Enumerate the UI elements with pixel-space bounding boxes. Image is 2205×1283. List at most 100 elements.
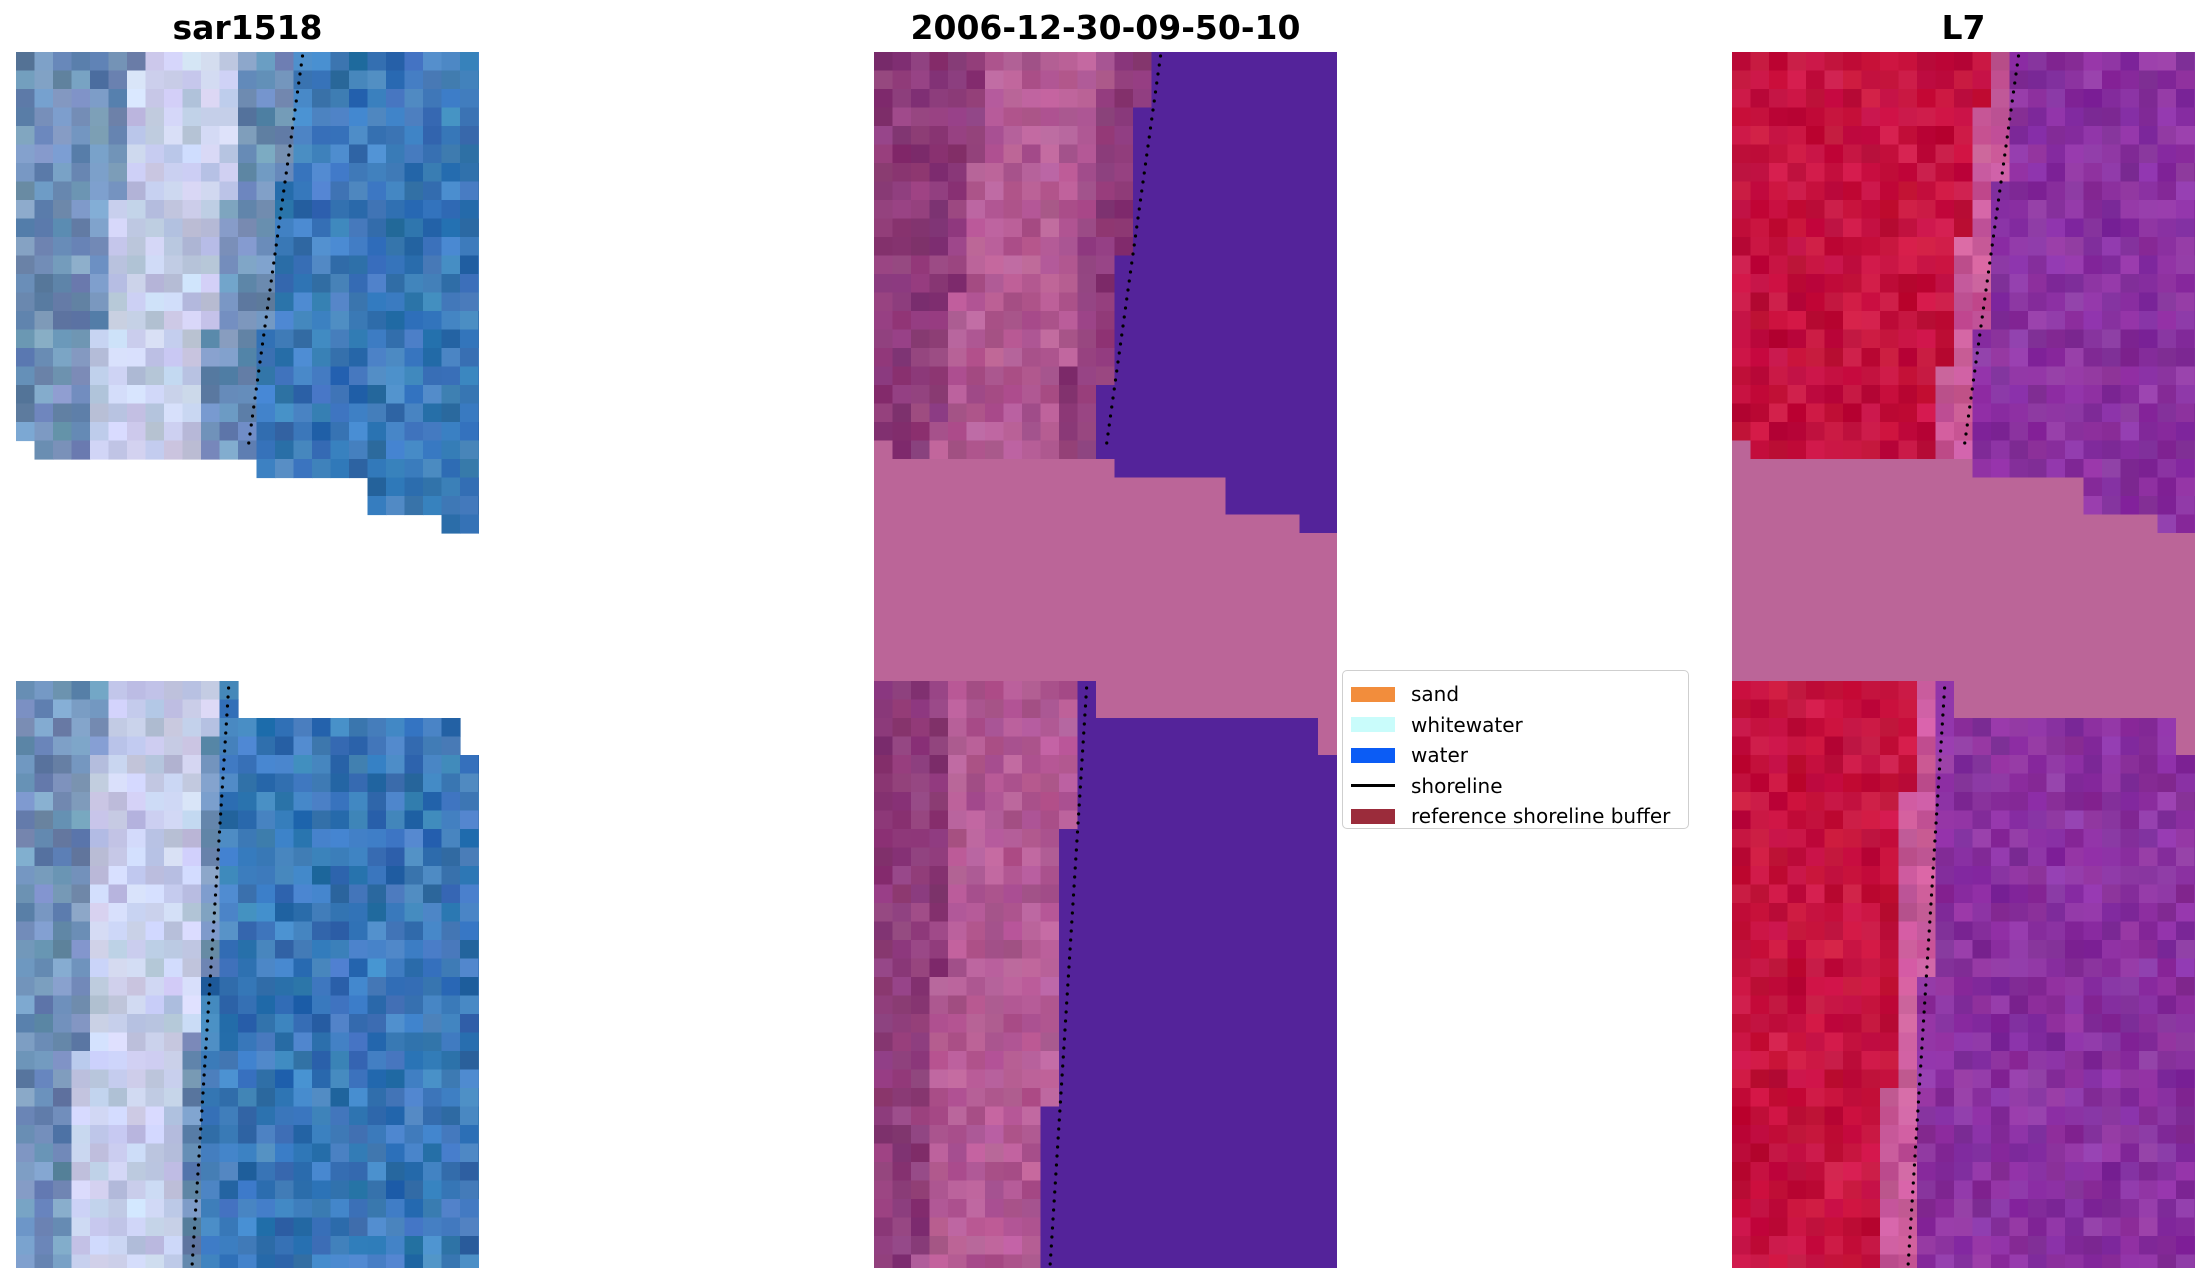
pixel (2120, 181, 2140, 201)
pixel (145, 995, 165, 1015)
pixel (34, 144, 54, 164)
pixel (293, 884, 313, 904)
pixel (275, 1088, 295, 1108)
pixel (1207, 921, 1227, 941)
pixel (1207, 533, 1227, 553)
pixel (892, 200, 912, 220)
pixel (145, 792, 165, 812)
pixel (2065, 237, 2085, 257)
pixel (1022, 144, 1042, 164)
pixel (219, 1217, 239, 1237)
pixel (1806, 200, 1826, 220)
pixel (2176, 292, 2195, 312)
pixel (1281, 1199, 1301, 1219)
pixel (1991, 385, 2011, 405)
pixel (1207, 662, 1227, 682)
pixel (874, 625, 894, 645)
pixel (238, 1162, 258, 1182)
pixel (911, 903, 931, 923)
pixel (1059, 1162, 1079, 1182)
pixel (1880, 736, 1900, 756)
pixel (386, 311, 406, 331)
pixel (2028, 144, 2048, 164)
pixel (1077, 551, 1097, 571)
pixel (1207, 940, 1227, 960)
pixel (441, 810, 461, 830)
pixel (16, 921, 36, 941)
pixel (1787, 1180, 1807, 1200)
pixel (1972, 144, 1992, 164)
pixel (1188, 1032, 1208, 1052)
pixel (293, 126, 313, 146)
pixel (1022, 847, 1042, 867)
pixel (386, 977, 406, 997)
pixel (219, 89, 239, 109)
pixel (1750, 366, 1770, 386)
pixel (1991, 644, 2011, 664)
pixel (1954, 773, 1974, 793)
pixel (1861, 1014, 1881, 1034)
pixel (330, 1199, 350, 1219)
pixel (2120, 977, 2140, 997)
pixel (1040, 200, 1060, 220)
pixel (108, 181, 128, 201)
pixel (1262, 1088, 1282, 1108)
pixel (1954, 810, 1974, 830)
pixel (1040, 144, 1060, 164)
pixel (1954, 126, 1974, 146)
pixel (2194, 533, 2195, 553)
pixel (256, 200, 276, 220)
pixel (2046, 440, 2066, 460)
pixel (1244, 52, 1264, 72)
legend-label: sand (1411, 682, 1460, 707)
pixel (2028, 866, 2048, 886)
pixel (1059, 477, 1079, 497)
pixel (256, 829, 276, 849)
pixel (238, 884, 258, 904)
pixel (1769, 921, 1789, 941)
pixel (985, 181, 1005, 201)
pixel (293, 1217, 313, 1237)
pixel (1188, 1014, 1208, 1034)
pixel (1299, 1180, 1319, 1200)
pixel (349, 366, 369, 386)
pixel (90, 163, 110, 183)
pixel (423, 921, 443, 941)
pixel (201, 329, 221, 349)
pixel (127, 255, 147, 275)
pixel (1843, 200, 1863, 220)
pixel (1022, 588, 1042, 608)
pixel (929, 218, 949, 238)
pixel (985, 866, 1005, 886)
pixel (127, 218, 147, 238)
pixel (2083, 662, 2103, 682)
pixel (2194, 995, 2195, 1015)
pixel (911, 348, 931, 368)
pixel (1151, 89, 1171, 109)
pixel (145, 1051, 165, 1071)
pixel (1299, 348, 1319, 368)
pixel (423, 311, 443, 331)
pixel (441, 440, 461, 460)
pixel (1225, 977, 1245, 997)
pixel (929, 126, 949, 146)
pixel (182, 866, 202, 886)
pixel (2102, 792, 2122, 812)
pixel (423, 736, 443, 756)
pixel (1299, 940, 1319, 960)
pixel (2028, 1143, 2048, 1163)
pixel (1077, 681, 1097, 701)
pixel (2083, 1162, 2103, 1182)
pixel (1040, 1125, 1060, 1145)
pixel (1750, 163, 1770, 183)
pixel (16, 181, 36, 201)
pixel (2046, 1254, 2066, 1268)
pixel (2176, 866, 2195, 886)
pixel (2083, 144, 2103, 164)
pixel (2194, 1180, 2195, 1200)
pixel (1336, 662, 1337, 682)
pixel (460, 459, 479, 479)
pixel (1750, 625, 1770, 645)
pixel (256, 422, 276, 442)
pixel (2157, 847, 2177, 867)
